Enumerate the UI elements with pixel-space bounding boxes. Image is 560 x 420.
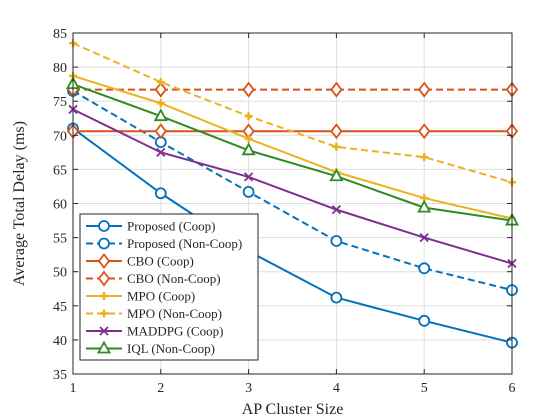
y-tick-label: 80	[53, 61, 67, 76]
legend-item: MPO (Coop)	[86, 289, 195, 304]
y-tick-label: 50	[53, 266, 67, 281]
x-axis-label: AP Cluster Size	[242, 401, 344, 418]
legend: Proposed (Coop) Proposed (Non-Coop) CBO (C…	[79, 213, 259, 361]
y-tick-label: 65	[53, 163, 67, 178]
legend-item: CBO (Non-Coop)	[86, 270, 221, 287]
series-line	[72, 75, 513, 220]
legend-label: Proposed (Coop)	[127, 219, 215, 234]
x-marker	[331, 205, 342, 215]
triangle-marker	[153, 108, 168, 122]
plus-marker	[420, 153, 429, 162]
plus-marker	[244, 134, 253, 143]
legend-label: Proposed (Non-Coop)	[127, 236, 242, 251]
diamond-marker	[97, 270, 111, 287]
plus-marker	[100, 309, 108, 318]
y-tick-label: 45	[53, 300, 67, 315]
plus-marker	[244, 112, 253, 121]
plus-marker	[332, 142, 341, 151]
circle-marker	[98, 237, 110, 250]
series-line	[72, 83, 513, 222]
circle-marker	[330, 291, 343, 304]
series-mpo-non-coop	[69, 39, 516, 187]
x-tick-label: 1	[70, 381, 77, 396]
triangle-marker	[417, 199, 432, 213]
legend-item: CBO (Coop)	[86, 253, 194, 269]
x-tick-label: 4	[333, 381, 340, 396]
legend-item: Proposed (Coop)	[86, 219, 215, 234]
y-tick-label: 40	[53, 334, 67, 349]
x-tick-label: 6	[509, 381, 516, 396]
legend-label: IQL (Non-Coop)	[127, 341, 215, 356]
series-line	[72, 108, 513, 265]
legend-item: IQL (Non-Coop)	[86, 340, 215, 356]
y-tick-label: 75	[53, 95, 67, 110]
x-tick-label: 5	[421, 381, 428, 396]
series-line	[72, 127, 513, 344]
y-tick-label: 85	[53, 27, 67, 42]
circle-marker	[418, 314, 431, 327]
y-tick-label: 70	[53, 129, 67, 144]
circle-marker	[98, 220, 110, 232]
diamond-marker	[154, 123, 167, 140]
diamond-marker	[330, 81, 343, 98]
y-tick-label: 55	[53, 232, 67, 247]
x-marker	[156, 147, 166, 157]
y-tick-label: 60	[53, 198, 67, 213]
diamond-marker	[154, 81, 167, 98]
diamond-marker	[242, 81, 255, 98]
legend-label: MPO (Coop)	[127, 289, 195, 304]
circle-marker	[242, 186, 255, 198]
series-line	[72, 90, 513, 292]
circle-marker	[154, 187, 167, 200]
circle-marker	[330, 235, 343, 247]
legend-label: CBO (Non-Coop)	[127, 271, 221, 286]
y-axis-label: Average Total Delay (ms)	[11, 121, 28, 286]
circle-marker	[418, 262, 431, 275]
legend-label: MADDPG (Coop)	[127, 324, 223, 339]
legend-box	[79, 213, 259, 361]
x-marker	[419, 232, 429, 243]
plus-marker	[100, 292, 108, 300]
plus-marker	[156, 78, 165, 87]
legend-label: MPO (Non-Coop)	[127, 306, 222, 321]
legend-label: CBO (Coop)	[127, 254, 194, 269]
plus-marker	[156, 99, 165, 108]
diamond-marker	[97, 253, 111, 269]
diamond-marker	[418, 81, 431, 98]
triangle-marker	[241, 142, 256, 156]
legend-item: MADDPG (Coop)	[86, 324, 223, 339]
x-marker	[99, 326, 109, 336]
x-tick-label: 3	[245, 381, 252, 396]
diamond-marker	[418, 123, 431, 140]
legend-item: MPO (Non-Coop)	[86, 306, 222, 321]
diamond-marker	[330, 123, 343, 140]
legend-item: Proposed (Non-Coop)	[86, 236, 242, 251]
triangle-marker	[96, 340, 112, 354]
series-line	[72, 42, 513, 184]
x-tick-label: 2	[157, 381, 164, 396]
triangle-marker	[329, 168, 344, 182]
x-marker	[243, 172, 254, 182]
y-tick-label: 35	[53, 368, 67, 383]
